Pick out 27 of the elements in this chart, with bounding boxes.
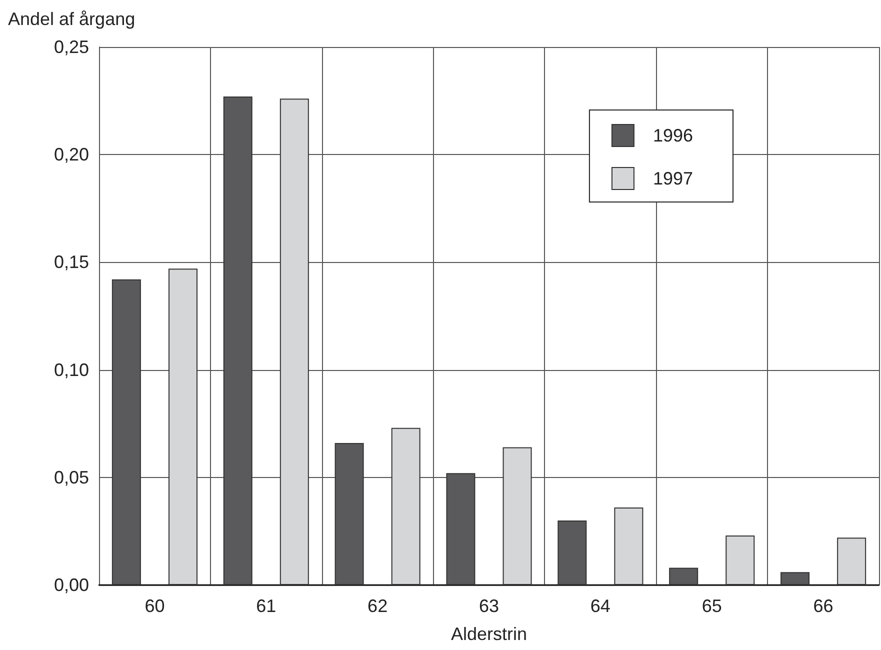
y-tick-label: 0,15 bbox=[54, 252, 89, 272]
y-tick-label: 0,00 bbox=[54, 575, 89, 595]
y-tick-label: 0,20 bbox=[54, 144, 89, 165]
x-tick-label: 66 bbox=[813, 596, 834, 616]
x-tick-label: 65 bbox=[702, 596, 722, 616]
x-tick-label: 63 bbox=[478, 596, 500, 616]
y-axis-title: Andel af årgang bbox=[8, 9, 136, 29]
bar bbox=[837, 538, 866, 585]
legend-label: 1997 bbox=[652, 168, 694, 188]
bar bbox=[502, 447, 532, 585]
x-tick-label: 64 bbox=[590, 596, 610, 616]
bar bbox=[669, 568, 698, 585]
y-tick-label: 0,05 bbox=[54, 467, 89, 488]
x-tick-label: 62 bbox=[368, 596, 388, 616]
legend-label: 1996 bbox=[652, 126, 694, 146]
bar bbox=[391, 428, 420, 585]
x-tick-label: 60 bbox=[144, 596, 165, 616]
bar bbox=[780, 572, 810, 585]
x-tick-label: 61 bbox=[256, 596, 276, 616]
bar bbox=[726, 536, 755, 585]
y-tick-label: 0,10 bbox=[54, 360, 89, 380]
bar bbox=[614, 508, 644, 585]
x-axis-title: Alderstrin bbox=[450, 624, 528, 644]
bar bbox=[280, 98, 309, 585]
bar bbox=[168, 268, 198, 585]
y-tick-label: 0,25 bbox=[54, 37, 89, 57]
bar bbox=[558, 520, 587, 585]
